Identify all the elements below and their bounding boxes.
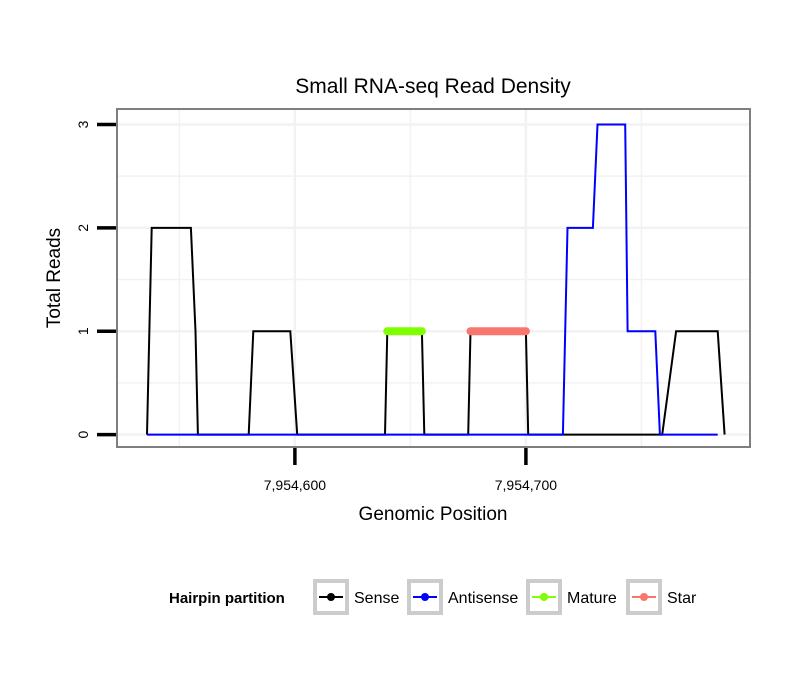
legend-marker-sense bbox=[327, 593, 335, 601]
x-tick-label: 7,954,600 bbox=[264, 477, 326, 493]
y-axis-label: Total Reads bbox=[44, 228, 65, 328]
plot-panel bbox=[116, 108, 751, 448]
legend-label-antisense: Antisense bbox=[448, 590, 518, 607]
y-tick-label: 1 bbox=[75, 327, 91, 335]
chart-title: Small RNA-seq Read Density bbox=[295, 75, 571, 98]
legend: Hairpin partition Sense Antisense Mature St… bbox=[169, 579, 697, 615]
legend-marker-mature bbox=[540, 593, 548, 601]
y-tick-label: 0 bbox=[75, 430, 91, 438]
legend-label-sense: Sense bbox=[354, 590, 399, 607]
legend-title: Hairpin partition bbox=[169, 590, 285, 607]
legend-marker-star bbox=[640, 593, 648, 601]
x-axis-label: Genomic Position bbox=[359, 504, 508, 525]
legend-label-star: Star bbox=[667, 590, 697, 607]
y-tick-label: 2 bbox=[75, 224, 91, 232]
legend-label-mature: Mature bbox=[567, 590, 617, 607]
x-tick-label: 7,954,700 bbox=[495, 477, 557, 493]
y-tick-label: 3 bbox=[75, 120, 91, 128]
series-line-antisense bbox=[147, 123, 718, 436]
series-line-sense bbox=[146, 226, 726, 436]
legend-marker-antisense bbox=[421, 593, 429, 601]
axes: 0 1 2 3 7,954,600 7,954,700 bbox=[75, 120, 557, 493]
series-lines bbox=[146, 123, 726, 436]
